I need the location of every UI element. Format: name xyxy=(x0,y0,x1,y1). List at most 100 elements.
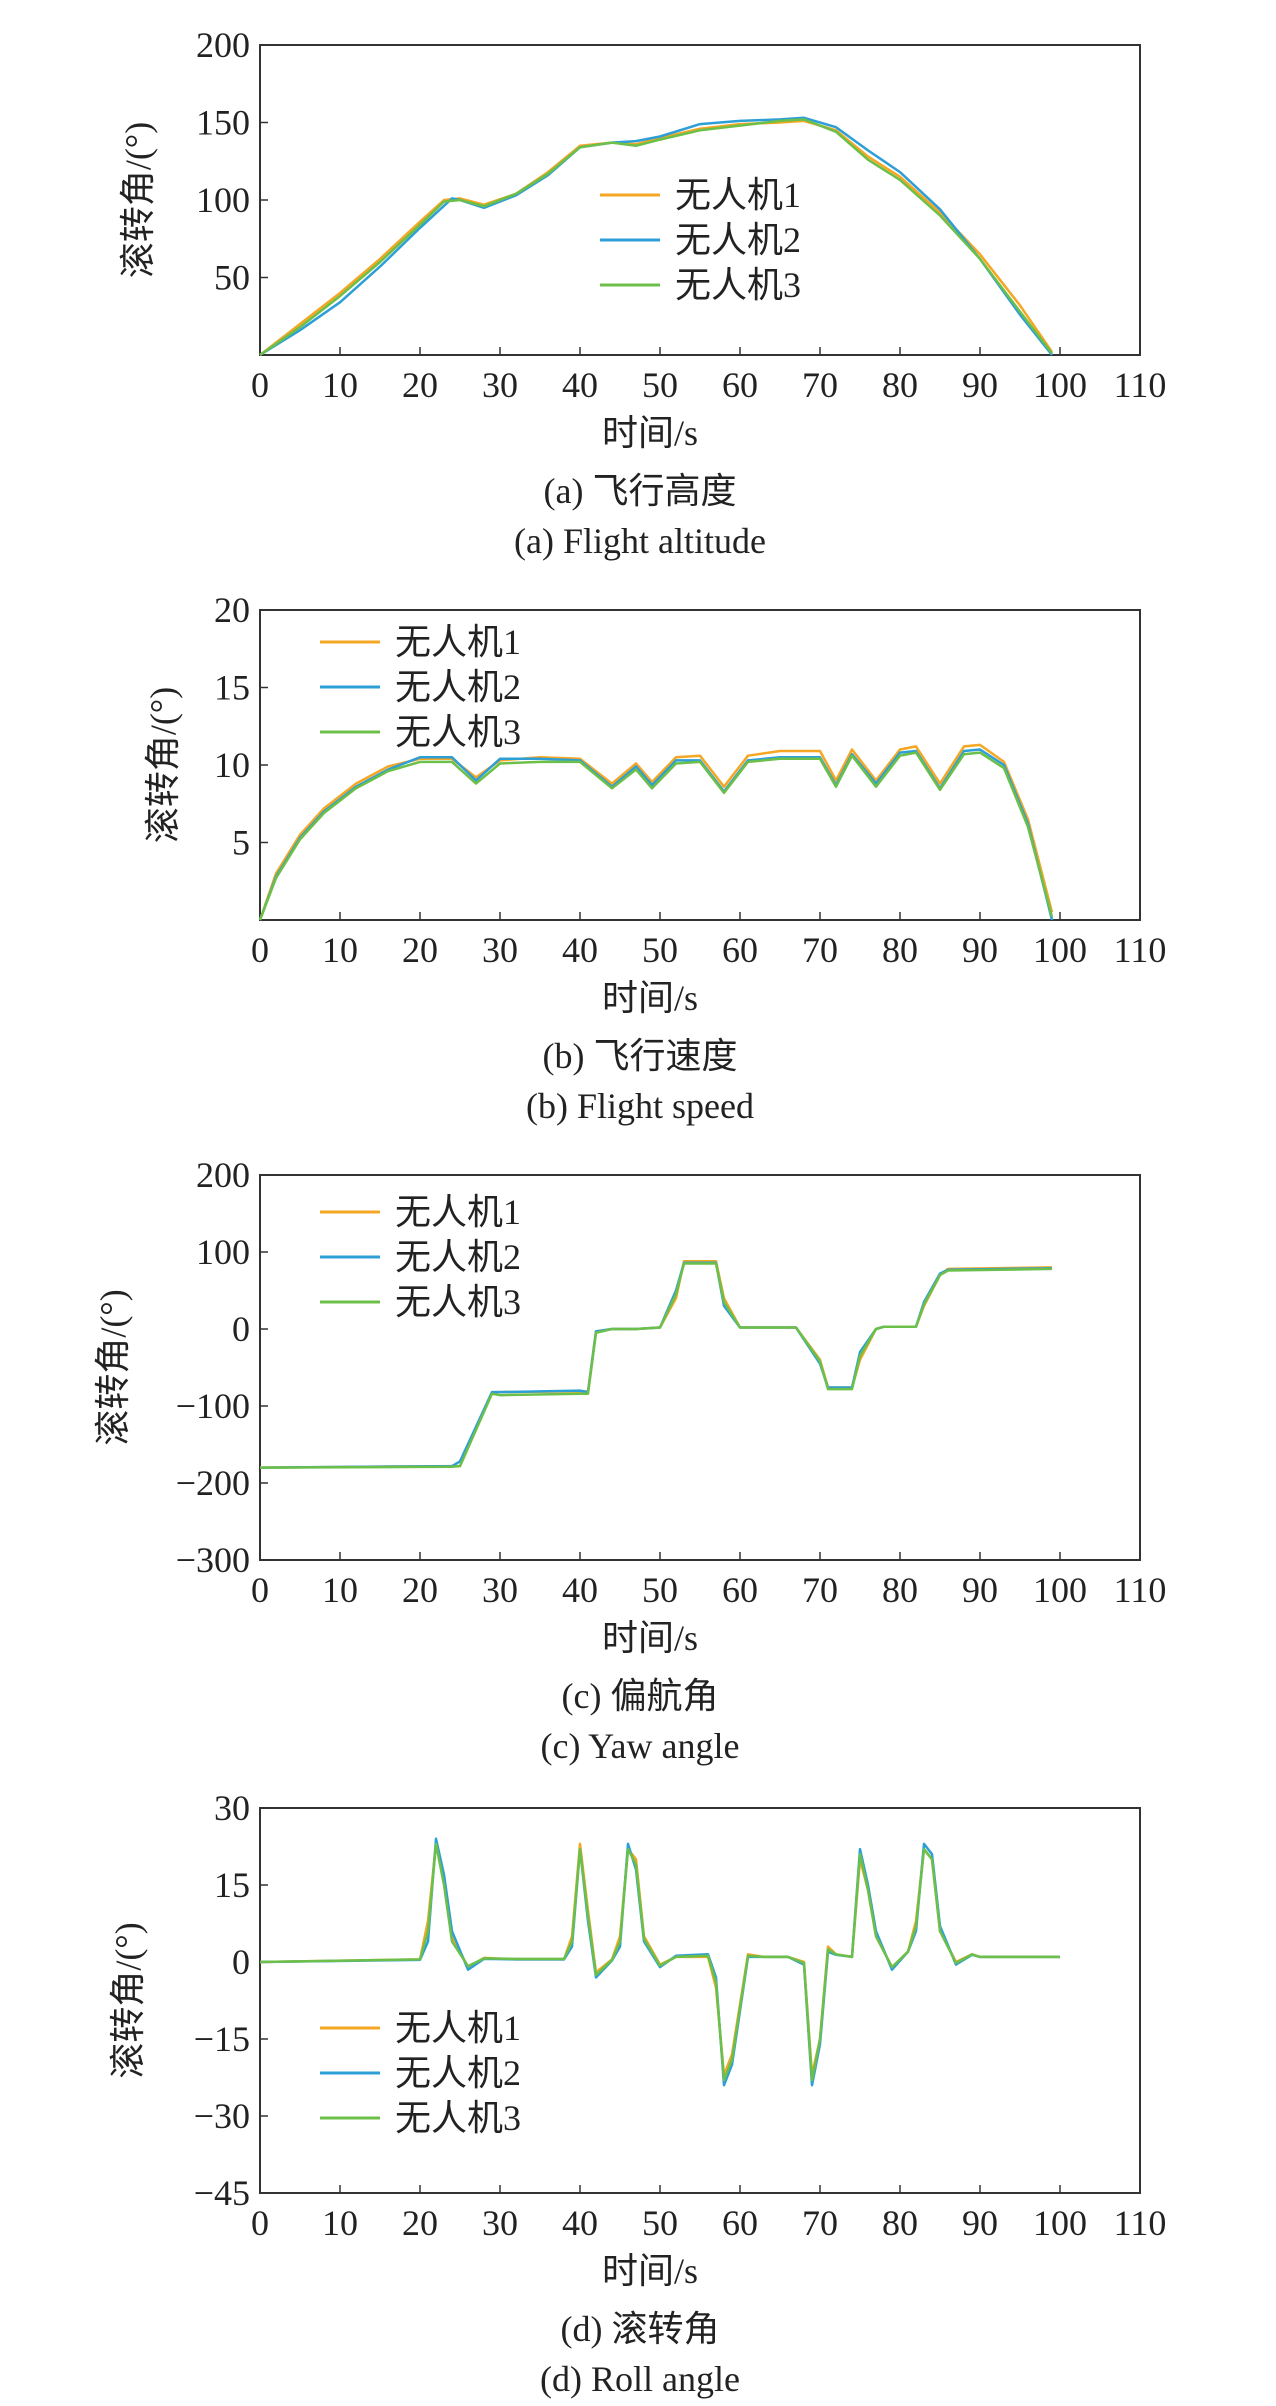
x-tick-label: 80 xyxy=(882,930,918,970)
x-tick-label: 10 xyxy=(322,365,358,405)
x-tick-label: 20 xyxy=(402,365,438,405)
legend-label-uav2: 无人机2 xyxy=(675,220,801,260)
x-tick-label: 110 xyxy=(1114,930,1167,970)
caption-en: (a) Flight altitude xyxy=(514,521,766,561)
series-line-uav3 xyxy=(259,1262,1053,1469)
x-tick-label: 20 xyxy=(402,2203,438,2243)
caption-en: (d) Roll angle xyxy=(540,2359,740,2399)
x-tick-label: 70 xyxy=(802,2203,838,2243)
legend: 无人机1 无人机2 无人机3 xyxy=(600,175,801,305)
y-tick-label: 150 xyxy=(196,103,250,143)
x-tick-label: 40 xyxy=(562,1570,598,1610)
legend-label-uav2: 无人机2 xyxy=(395,667,521,707)
legend: 无人机1 无人机2 无人机3 xyxy=(320,1192,521,1322)
x-tick-label: 70 xyxy=(802,365,838,405)
caption-cn: (a) 飞行高度 xyxy=(544,471,737,511)
y-tick-label: −45 xyxy=(194,2173,250,2213)
x-tick-label: 90 xyxy=(962,930,998,970)
series-line-uav2 xyxy=(259,1261,1053,1469)
x-tick-label: 40 xyxy=(562,930,598,970)
y-tick-label: 30 xyxy=(214,1788,250,1828)
x-tick-label: 60 xyxy=(722,365,758,405)
chart-panel-1: 0 10 20 30 40 50 60 70 80 90 100 110 5 10 15 20 时间/s 滚转角/… xyxy=(143,590,1166,1126)
x-axis-label: 时间/s xyxy=(602,1618,698,1658)
series-line-uav2 xyxy=(259,116,1053,357)
x-tick-label: 90 xyxy=(962,365,998,405)
legend-label-uav1: 无人机1 xyxy=(395,2008,521,2048)
chart-panel-3: 0 10 20 30 40 50 60 70 80 90 100 110 −45 −30 −15 0 15 30 时… xyxy=(108,1788,1166,2399)
x-tick-label: 40 xyxy=(562,2203,598,2243)
legend-label-uav3: 无人机3 xyxy=(395,2098,521,2138)
x-tick-label: 0 xyxy=(251,2203,269,2243)
legend-label-uav1: 无人机1 xyxy=(675,175,801,215)
legend: 无人机1 无人机2 无人机3 xyxy=(320,622,521,752)
x-tick-label: 0 xyxy=(251,930,269,970)
y-tick-label: 15 xyxy=(214,1865,250,1905)
caption-en: (c) Yaw angle xyxy=(541,1726,740,1766)
x-tick-label: 60 xyxy=(722,930,758,970)
y-tick-label: 100 xyxy=(196,1232,250,1272)
y-axis-label: 滚转角/(°) xyxy=(143,687,183,843)
x-axis-label: 时间/s xyxy=(602,2251,698,2291)
y-tick-label: −100 xyxy=(176,1386,250,1426)
legend-label-uav3: 无人机3 xyxy=(395,1282,521,1322)
chart-panel-2: 0 10 20 30 40 50 60 70 80 90 100 110 −300 −200 −100 0 10… xyxy=(93,1155,1166,1766)
x-tick-label: 100 xyxy=(1033,1570,1087,1610)
legend: 无人机1 无人机2 无人机3 xyxy=(320,2008,521,2138)
x-tick-label: 30 xyxy=(482,2203,518,2243)
caption-cn: (c) 偏航角 xyxy=(562,1676,719,1716)
y-tick-label: 5 xyxy=(232,823,250,863)
x-tick-label: 90 xyxy=(962,1570,998,1610)
y-axis-label: 滚转角/(°) xyxy=(118,122,158,278)
x-tick-label: 110 xyxy=(1114,365,1167,405)
y-tick-label: 0 xyxy=(232,1942,250,1982)
y-tick-label: −30 xyxy=(194,2096,250,2136)
x-tick-label: 70 xyxy=(802,1570,838,1610)
plot-frame xyxy=(259,1174,1141,1561)
x-tick-label: 100 xyxy=(1033,2203,1087,2243)
y-tick-label: −15 xyxy=(194,2019,250,2059)
y-tick-label: 100 xyxy=(196,180,250,220)
x-tick-label: 100 xyxy=(1033,930,1087,970)
legend-label-uav3: 无人机3 xyxy=(675,265,801,305)
x-tick-label: 100 xyxy=(1033,365,1087,405)
y-tick-label: −300 xyxy=(176,1540,250,1580)
series-line-uav1 xyxy=(258,743,1054,921)
x-tick-label: 60 xyxy=(722,2203,758,2243)
x-tick-label: 80 xyxy=(882,2203,918,2243)
x-tick-label: 60 xyxy=(722,1570,758,1610)
x-tick-label: 30 xyxy=(482,365,518,405)
x-tick-label: 0 xyxy=(251,365,269,405)
y-tick-label: −200 xyxy=(176,1463,250,1503)
x-tick-label: 80 xyxy=(882,1570,918,1610)
y-tick-label: 20 xyxy=(214,590,250,630)
x-axis-label: 时间/s xyxy=(602,413,698,453)
legend-label-uav2: 无人机2 xyxy=(395,2053,521,2093)
y-axis-label: 滚转角/(°) xyxy=(93,1289,133,1445)
x-tick-label: 50 xyxy=(642,930,678,970)
y-tick-label: 50 xyxy=(214,258,250,298)
x-tick-label: 110 xyxy=(1114,2203,1167,2243)
caption-cn: (d) 滚转角 xyxy=(561,2309,720,2349)
x-tick-label: 20 xyxy=(402,1570,438,1610)
x-tick-label: 50 xyxy=(642,1570,678,1610)
legend-label-uav3: 无人机3 xyxy=(395,712,521,752)
x-tick-label: 90 xyxy=(962,2203,998,2243)
y-axis-label: 滚转角/(°) xyxy=(108,1922,148,2078)
plot-frame xyxy=(259,1807,1141,2194)
y-tick-label: 15 xyxy=(214,668,250,708)
legend-label-uav2: 无人机2 xyxy=(395,1237,521,1277)
y-tick-label: 0 xyxy=(232,1309,250,1349)
x-tick-label: 70 xyxy=(802,930,838,970)
legend-label-uav1: 无人机1 xyxy=(395,622,521,662)
caption-en: (b) Flight speed xyxy=(526,1086,754,1126)
series-line-uav3 xyxy=(259,1842,1060,2082)
series-line-uav1 xyxy=(259,119,1054,356)
x-tick-label: 10 xyxy=(322,1570,358,1610)
y-tick-label: 200 xyxy=(196,1155,250,1195)
x-tick-label: 50 xyxy=(642,365,678,405)
series-line-uav3 xyxy=(259,118,1053,357)
x-tick-label: 30 xyxy=(482,1570,518,1610)
x-tick-label: 40 xyxy=(562,365,598,405)
